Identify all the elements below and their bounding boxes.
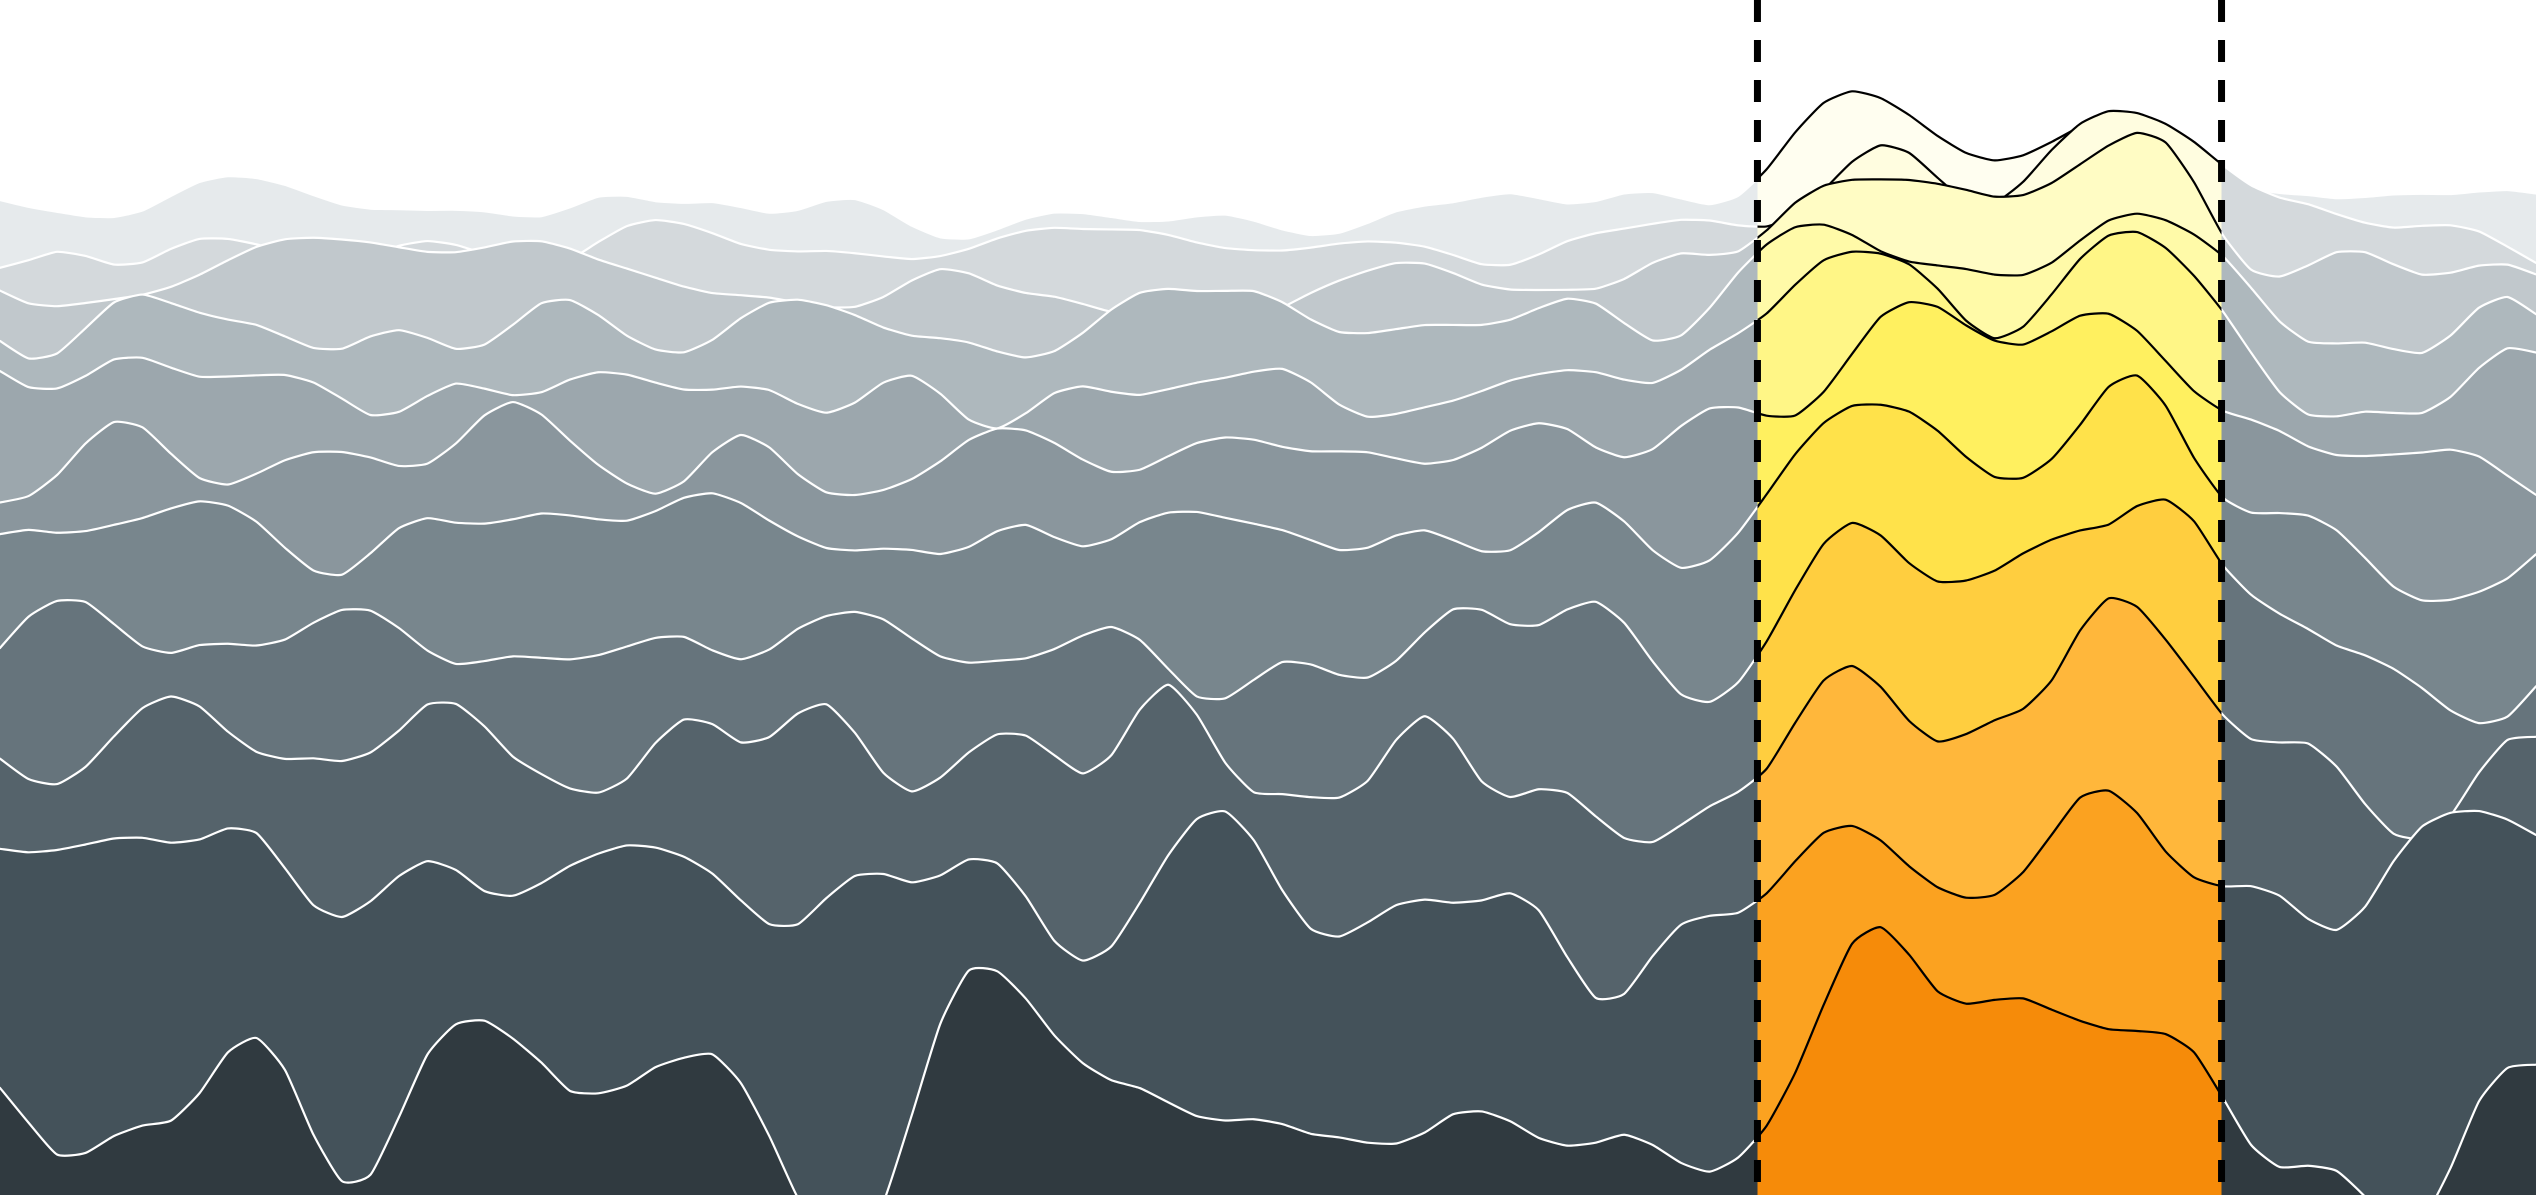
ridgeline-svg	[0, 0, 2536, 1195]
ridgeline-chart	[0, 0, 2536, 1195]
